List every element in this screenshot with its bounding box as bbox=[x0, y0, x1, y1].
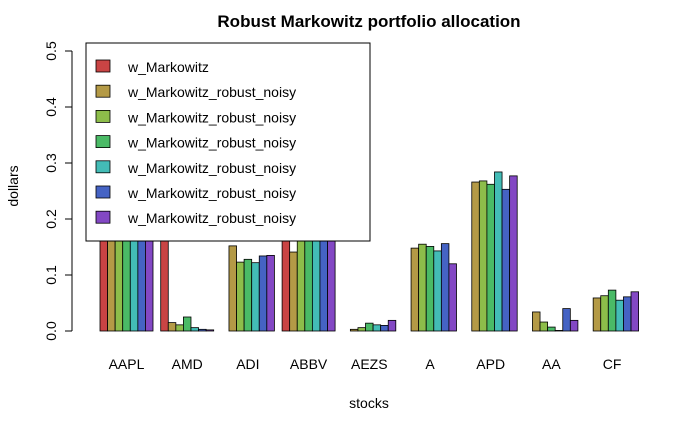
bar bbox=[569, 319, 579, 332]
bar-group-aapl bbox=[99, 184, 154, 332]
bar bbox=[607, 289, 617, 332]
x-tick-label: ABBV bbox=[290, 356, 328, 372]
legend-swatch bbox=[95, 160, 111, 174]
bar bbox=[592, 297, 602, 332]
legend-label: w_Markowitz_robust_noisy bbox=[127, 84, 296, 100]
bar bbox=[539, 321, 549, 332]
legend-box bbox=[85, 42, 371, 242]
legend-swatch bbox=[95, 135, 111, 149]
bar-group-aa bbox=[532, 308, 579, 332]
bar bbox=[175, 324, 184, 332]
legend-label: w_Markowitz_robust_noisy bbox=[127, 210, 296, 226]
bar-group-a bbox=[410, 243, 457, 332]
legend-swatch bbox=[95, 185, 111, 199]
y-tick-label: 0.5 bbox=[43, 41, 59, 61]
x-tick-label: AMD bbox=[172, 356, 203, 372]
bar bbox=[615, 299, 624, 332]
legend-swatch bbox=[95, 59, 111, 73]
bar bbox=[547, 326, 556, 332]
bar bbox=[501, 188, 511, 332]
bar bbox=[448, 263, 457, 332]
legend-item: w_Markowitz_robust_noisy bbox=[95, 84, 296, 100]
bar bbox=[243, 258, 253, 332]
y-axis-label: dollars bbox=[5, 165, 21, 206]
x-tick-label: CF bbox=[603, 356, 622, 372]
bar bbox=[600, 295, 609, 332]
bar bbox=[380, 324, 389, 332]
x-tick-label: AAPL bbox=[109, 356, 145, 372]
legend-swatch bbox=[95, 210, 111, 224]
bar-group-apd bbox=[471, 171, 518, 332]
bar bbox=[365, 322, 374, 332]
legend-label: w_Markowitz_robust_noisy bbox=[127, 135, 296, 151]
legend-item: w_Markowitz_robust_noisy bbox=[95, 185, 296, 201]
bar bbox=[440, 243, 450, 332]
legend: w_Markowitz w_Markowitz_robust_noisy w_Mar… bbox=[85, 42, 371, 242]
x-tick-label: APD bbox=[476, 356, 505, 372]
y-tick-label: 0.2 bbox=[43, 209, 59, 229]
bar bbox=[509, 175, 518, 332]
x-tick-labels: AAPL AMD ADI ABBV AEZS A APD AA CF bbox=[109, 356, 622, 372]
bar bbox=[167, 322, 177, 332]
bar bbox=[236, 261, 245, 332]
bar bbox=[228, 245, 237, 332]
bar bbox=[554, 330, 564, 332]
bar bbox=[433, 250, 442, 332]
bar bbox=[418, 243, 427, 332]
bars bbox=[99, 145, 640, 332]
legend-label: w_Markowitz_robust_noisy bbox=[127, 185, 296, 201]
y-axis: 0.0 0.1 0.2 0.3 0.4 0.5 bbox=[43, 41, 73, 341]
bar-group-amd bbox=[160, 210, 215, 332]
bar bbox=[532, 311, 541, 332]
y-tick-label: 0.4 bbox=[43, 97, 59, 117]
legend-item: w_Markowitz_robust_noisy bbox=[95, 210, 296, 226]
bar bbox=[478, 180, 488, 332]
bar bbox=[387, 319, 397, 332]
bar bbox=[486, 183, 495, 332]
x-tick-label: ADI bbox=[236, 356, 259, 372]
legend-item: w_Markowitz_robust_noisy bbox=[95, 135, 296, 151]
bar-group-aezs bbox=[349, 319, 397, 332]
bar bbox=[471, 181, 480, 332]
legend-item: w_Markowitz_robust_noisy bbox=[95, 109, 296, 125]
legend-label: w_Markowitz_robust_noisy bbox=[127, 160, 296, 176]
x-tick-label: AEZS bbox=[351, 356, 388, 372]
bar bbox=[494, 171, 503, 332]
y-tick-label: 0.3 bbox=[43, 153, 59, 173]
bar bbox=[190, 327, 199, 332]
bar bbox=[198, 328, 207, 332]
y-tick-label: 0.1 bbox=[43, 265, 59, 285]
bar bbox=[183, 316, 192, 332]
bar-group-adi bbox=[228, 245, 275, 332]
legend-label: w_Markowitz_robust_noisy bbox=[127, 109, 296, 125]
bar bbox=[251, 262, 260, 332]
bar bbox=[349, 328, 359, 332]
bar bbox=[205, 329, 215, 332]
bar bbox=[266, 254, 275, 332]
bar bbox=[425, 246, 435, 332]
bar bbox=[357, 327, 366, 332]
bar bbox=[562, 308, 571, 332]
bar bbox=[410, 247, 420, 332]
bar-group-cf bbox=[592, 289, 640, 332]
y-tick-label: 0.0 bbox=[43, 321, 59, 341]
bar bbox=[258, 255, 268, 332]
x-tick-label: A bbox=[425, 356, 435, 372]
chart-title: Robust Markowitz portfolio allocation bbox=[217, 12, 520, 31]
legend-swatch bbox=[95, 84, 111, 98]
legend-item: w_Markowitz bbox=[95, 59, 209, 75]
bar bbox=[289, 251, 298, 332]
x-tick-label: AA bbox=[542, 356, 561, 372]
x-axis-label: stocks bbox=[349, 395, 389, 411]
bar bbox=[623, 296, 632, 332]
legend-label: w_Markowitz bbox=[127, 59, 209, 75]
bar bbox=[630, 291, 640, 332]
legend-swatch bbox=[95, 110, 111, 123]
legend-item: w_Markowitz_robust_noisy bbox=[95, 160, 296, 176]
bar bbox=[372, 324, 382, 332]
